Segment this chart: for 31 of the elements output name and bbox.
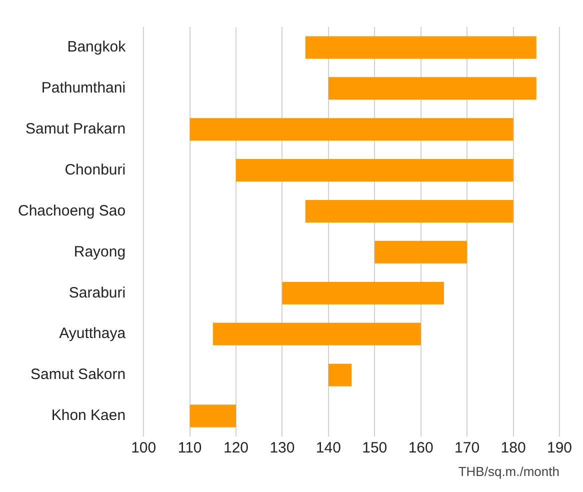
- bar: [190, 118, 514, 141]
- y-tick-label: Samut Sakorn: [30, 366, 126, 384]
- bar: [236, 159, 514, 182]
- bar: [374, 240, 468, 264]
- y-tick-label: Rayong: [74, 243, 126, 260]
- bar: [282, 282, 444, 304]
- x-tick-label: 130: [270, 440, 295, 457]
- x-tick-label: 110: [178, 440, 202, 457]
- y-tick-label: Samut Prakarn: [26, 120, 126, 138]
- x-tick-label: 140: [316, 440, 341, 457]
- y-tick-label: Chachoeng Sao: [18, 202, 126, 220]
- y-tick-label: Ayutthaya: [59, 325, 126, 342]
- x-tick-label: 170: [454, 440, 480, 457]
- x-tick-label: 180: [500, 440, 526, 457]
- x-tick-label: 100: [131, 440, 156, 457]
- bar: [190, 404, 236, 428]
- bar: [328, 77, 536, 100]
- bar: [328, 364, 352, 386]
- x-axis-title: THB/sq.m./month: [458, 464, 560, 479]
- x-tick-label: 120: [223, 440, 249, 457]
- x-tick-label: 160: [408, 440, 434, 457]
- y-tick-label: Bangkok: [67, 38, 126, 56]
- bar: [305, 200, 514, 222]
- y-tick-label: Chonburi: [64, 161, 126, 178]
- y-tick-label: Pathumthani: [41, 80, 126, 97]
- bar: [305, 36, 536, 59]
- x-tick-label: 150: [362, 440, 388, 457]
- bar: [212, 322, 421, 346]
- x-tick-label: 190: [546, 440, 572, 457]
- y-tick-label: Khon Kaen: [51, 407, 126, 424]
- y-tick-label: Saraburi: [68, 284, 126, 302]
